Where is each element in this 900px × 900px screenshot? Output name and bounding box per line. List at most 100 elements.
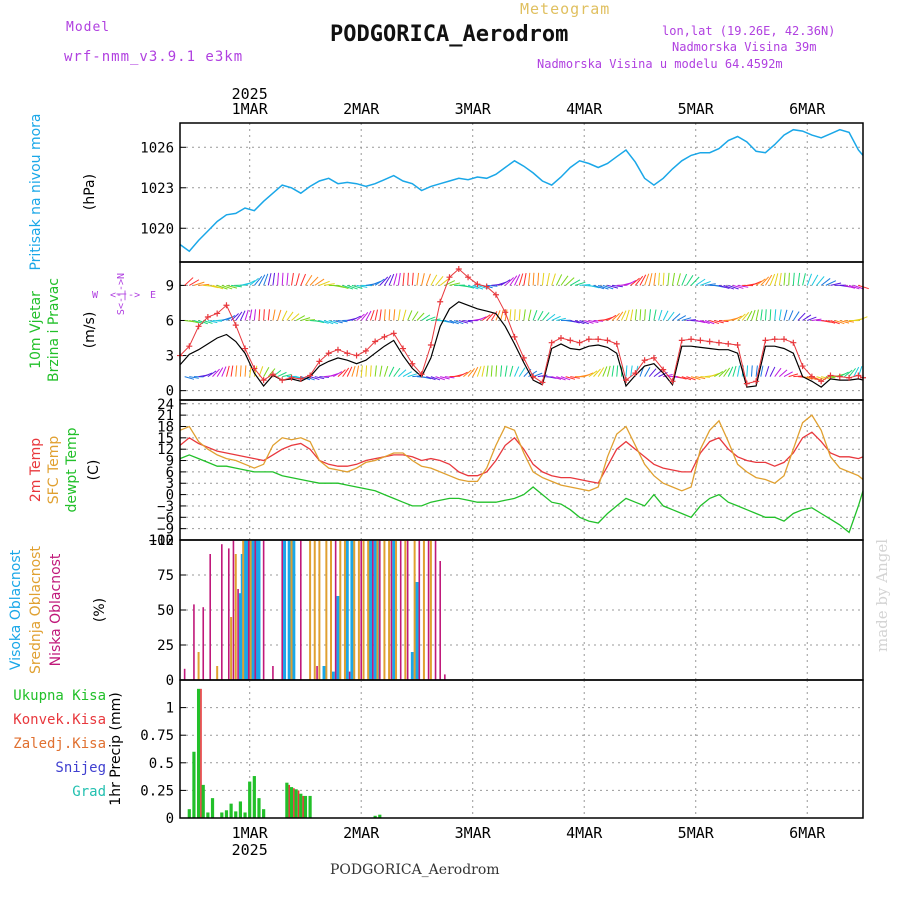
high-cloud-bar: [287, 540, 291, 680]
wind-barb: [509, 309, 512, 321]
wind-barb: [435, 276, 444, 286]
wind-barb: [481, 314, 491, 321]
wind-barb: [426, 316, 436, 321]
wind-barb: [662, 310, 669, 321]
wind-barb: [597, 284, 609, 290]
wind-barb: [732, 315, 742, 321]
wind-barb: [509, 365, 514, 377]
wind-barb: [764, 309, 767, 321]
wind-barb: [570, 376, 580, 379]
wind-gust-point: [483, 283, 490, 290]
wind-barb: [203, 319, 213, 324]
wind-barb: [634, 309, 637, 321]
wind-barb: [579, 283, 591, 286]
wind-barb: [714, 371, 724, 378]
wind-gust-point: [660, 366, 667, 373]
wind-barb: [769, 309, 772, 321]
wind-barb: [737, 365, 740, 377]
mid-cloud-bar: [318, 540, 321, 680]
day-label-bottom: 1MAR: [232, 824, 269, 842]
temp-dewpt-axis-title: dewpt Temp: [64, 427, 80, 512]
low-cloud-bar: [247, 540, 250, 680]
wind-barb: [769, 366, 776, 377]
wind-speed-line: [179, 301, 864, 388]
wind-barb: [272, 272, 276, 286]
mid-cloud-bar: [230, 617, 233, 680]
mid-cloud-bar: [395, 540, 398, 680]
wind-gust-point: [492, 291, 499, 298]
model-label: Model: [66, 20, 111, 35]
high-cloud-bar: [257, 540, 261, 680]
wind-barb: [718, 284, 730, 289]
wind-barb: [681, 273, 688, 286]
wind-barb: [825, 280, 837, 286]
wind-barb: [579, 320, 589, 325]
wind-barb: [463, 369, 472, 377]
wind-barb: [644, 273, 650, 286]
wind-barb: [504, 365, 508, 377]
wind-barb: [383, 365, 389, 377]
wind-barb: [453, 320, 464, 325]
wind-barb: [672, 272, 675, 286]
wind-barb: [356, 313, 365, 321]
low-cloud-bar: [300, 540, 302, 680]
y-tick-label: 9: [166, 278, 174, 294]
y-tick-label: −6: [157, 510, 174, 526]
pressure-axis-title: Pritisak na nivou mora: [28, 113, 44, 270]
high-cloud-axis-title: Visoka Oblacnost: [8, 549, 24, 670]
wind-barb: [676, 315, 687, 321]
wind-barb: [639, 309, 642, 321]
wind-barb: [319, 280, 330, 286]
wind-barb: [346, 366, 353, 377]
high-cloud-bar: [350, 540, 354, 680]
wind-barb: [449, 320, 459, 325]
wind-barb: [314, 278, 325, 286]
wind-gust-point: [316, 358, 323, 365]
wind-barb: [551, 273, 556, 286]
legend-freezing-rain: Zaledj.Kisa: [13, 736, 106, 752]
wind-barb: [788, 310, 794, 321]
wind-gust-point: [214, 310, 221, 317]
y-tick-label: 50: [157, 603, 174, 619]
wind-barb: [328, 373, 339, 378]
station-title: PODGORICA_Aerodrom: [330, 22, 569, 47]
low-cloud-bar: [232, 540, 235, 680]
wind-gust-point: [223, 302, 230, 309]
wind-barb: [541, 272, 545, 286]
wind-barb: [588, 284, 600, 289]
low-cloud-bar: [434, 540, 437, 680]
high-cloud-bar: [252, 540, 256, 680]
conv-precip-bar: [297, 790, 300, 818]
total-precip-bar: [201, 784, 205, 818]
wind-barb: [788, 272, 790, 286]
wind-barb: [570, 319, 580, 324]
wind-barb: [351, 315, 361, 321]
wind-barb: [286, 311, 294, 321]
wind-barb: [286, 272, 289, 286]
wind-barb: [356, 284, 368, 288]
y-tick-label: 15: [157, 431, 174, 447]
high-cloud-bar: [368, 540, 372, 680]
wind-barb: [430, 376, 441, 381]
y-tick-label: 25: [157, 638, 174, 654]
wind-barb: [686, 275, 694, 286]
high-cloud-bar: [392, 540, 396, 680]
y-tick-label: 0: [166, 673, 174, 689]
wind-barb: [342, 284, 354, 290]
total-precip-bar: [224, 810, 229, 818]
wind-barb: [574, 281, 586, 286]
total-precip-bar: [285, 782, 289, 818]
wind-barb: [193, 281, 205, 286]
wind-barb: [755, 278, 766, 286]
y-tick-label: 21: [157, 408, 174, 424]
wind-barb: [258, 274, 266, 286]
wind-barb: [727, 366, 734, 377]
wind-barb: [221, 317, 232, 321]
mid-cloud-bar: [353, 540, 356, 680]
year-label-top: 2025: [232, 85, 268, 103]
wind-barb: [844, 284, 856, 289]
wind-barb: [690, 276, 700, 286]
wind-barb: [207, 284, 219, 289]
wind-barb: [337, 284, 349, 289]
high-cloud-bar: [283, 540, 287, 680]
